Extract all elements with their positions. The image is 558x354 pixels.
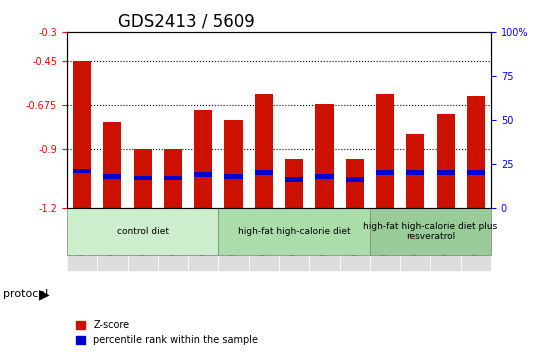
FancyBboxPatch shape <box>158 208 188 270</box>
Text: GSM140961: GSM140961 <box>290 209 299 255</box>
FancyBboxPatch shape <box>128 208 158 270</box>
FancyBboxPatch shape <box>370 208 400 270</box>
Text: GSM140960: GSM140960 <box>259 209 268 255</box>
FancyBboxPatch shape <box>188 208 218 270</box>
Text: GSM140965: GSM140965 <box>411 209 420 255</box>
Bar <box>285 159 303 208</box>
Bar <box>345 159 364 208</box>
FancyBboxPatch shape <box>400 208 430 270</box>
Text: GSM140958: GSM140958 <box>199 209 208 255</box>
Bar <box>73 61 91 208</box>
Text: GSM140965: GSM140965 <box>411 209 420 255</box>
Bar <box>285 177 303 182</box>
Legend: Z-score, percentile rank within the sample: Z-score, percentile rank within the samp… <box>72 316 262 349</box>
Text: GSM140963: GSM140963 <box>350 209 359 255</box>
Text: GSM140959: GSM140959 <box>229 209 238 255</box>
Text: GSM140966: GSM140966 <box>441 209 450 255</box>
Text: GSM140957: GSM140957 <box>169 209 177 255</box>
FancyBboxPatch shape <box>370 208 491 255</box>
FancyBboxPatch shape <box>430 208 461 270</box>
Bar <box>406 170 425 175</box>
Bar <box>103 122 122 208</box>
Text: GSM140967: GSM140967 <box>472 209 480 255</box>
Text: GSM140967: GSM140967 <box>472 209 480 255</box>
Bar <box>255 95 273 208</box>
Bar <box>103 174 122 179</box>
Bar <box>315 174 334 179</box>
Bar <box>376 170 394 175</box>
Text: GSM140963: GSM140963 <box>350 209 359 255</box>
FancyBboxPatch shape <box>218 208 370 255</box>
Bar <box>194 172 213 177</box>
Text: control diet: control diet <box>117 227 169 236</box>
Text: GSM140966: GSM140966 <box>441 209 450 255</box>
Bar <box>164 149 182 208</box>
Text: protocol: protocol <box>3 289 48 299</box>
FancyBboxPatch shape <box>218 208 249 270</box>
FancyBboxPatch shape <box>340 208 370 270</box>
Bar <box>224 120 243 208</box>
Bar <box>194 110 213 208</box>
Text: GSM140964: GSM140964 <box>381 209 389 255</box>
FancyBboxPatch shape <box>309 208 340 270</box>
FancyBboxPatch shape <box>97 208 128 270</box>
FancyBboxPatch shape <box>279 208 309 270</box>
Text: high-fat high-calorie diet plus
resveratrol: high-fat high-calorie diet plus resverat… <box>363 222 498 241</box>
FancyBboxPatch shape <box>461 208 491 270</box>
Text: GSM140955: GSM140955 <box>108 209 117 255</box>
Text: GSM140955: GSM140955 <box>108 209 117 255</box>
Text: GDS2413 / 5609: GDS2413 / 5609 <box>118 12 254 30</box>
Text: high-fat high-calorie diet: high-fat high-calorie diet <box>238 227 350 236</box>
Text: GSM140964: GSM140964 <box>381 209 389 255</box>
Text: GSM140961: GSM140961 <box>290 209 299 255</box>
Text: GSM140959: GSM140959 <box>229 209 238 255</box>
Text: GSM140956: GSM140956 <box>138 209 147 255</box>
Bar <box>376 95 394 208</box>
Text: ▶: ▶ <box>39 287 50 301</box>
Text: GSM140958: GSM140958 <box>199 209 208 255</box>
Bar <box>224 174 243 179</box>
Bar <box>467 170 485 175</box>
Bar <box>467 96 485 208</box>
Bar <box>133 176 152 181</box>
Bar <box>436 114 455 208</box>
Text: GSM140954: GSM140954 <box>78 209 86 255</box>
Bar <box>315 104 334 208</box>
Text: GSM140962: GSM140962 <box>320 209 329 255</box>
Text: GSM140954: GSM140954 <box>78 209 86 255</box>
Bar <box>436 170 455 175</box>
Bar <box>73 169 91 173</box>
Bar <box>406 133 425 208</box>
Bar <box>133 149 152 208</box>
FancyBboxPatch shape <box>67 208 97 270</box>
Text: GSM140960: GSM140960 <box>259 209 268 255</box>
Text: GSM140956: GSM140956 <box>138 209 147 255</box>
Text: GSM140962: GSM140962 <box>320 209 329 255</box>
FancyBboxPatch shape <box>67 208 218 255</box>
Bar <box>255 170 273 175</box>
Bar <box>164 176 182 181</box>
FancyBboxPatch shape <box>249 208 279 270</box>
Text: GSM140957: GSM140957 <box>169 209 177 255</box>
Bar <box>345 177 364 182</box>
